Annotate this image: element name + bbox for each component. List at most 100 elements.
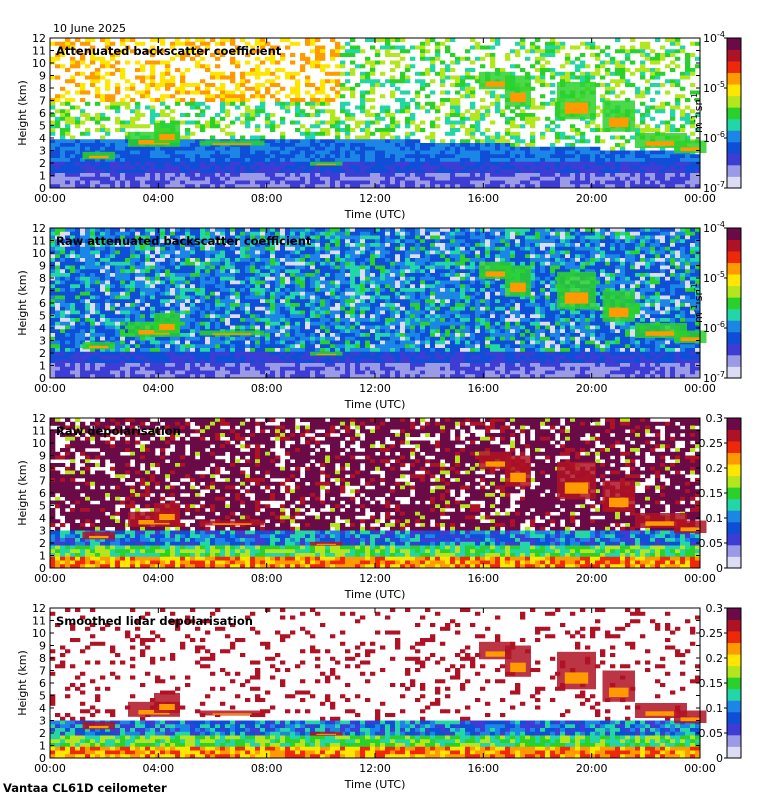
cloud-feature: [505, 645, 531, 677]
y-tick-label: 12: [32, 32, 46, 45]
cloud-core: [564, 102, 589, 114]
colorbar-swatch: [727, 452, 741, 465]
heatmap-field: [50, 228, 701, 379]
panel-title: Attenuated backscatter coefficient: [56, 44, 282, 58]
colorbar-swatch: [727, 533, 741, 546]
y-tick-label: 10: [32, 437, 46, 450]
x-tick-label: 20:00: [576, 762, 608, 775]
cloud-core: [680, 147, 700, 152]
colorbar-swatch: [727, 331, 741, 344]
x-tick-label: 00:00: [684, 572, 716, 585]
heatmap-field: [50, 38, 701, 189]
x-axis-label: Time (UTC): [344, 398, 406, 411]
colorbar-tick-label: 0.2: [706, 652, 724, 665]
y-tick-label: 11: [32, 45, 46, 58]
x-tick-label: 00:00: [34, 572, 66, 585]
x-axis-label: Time (UTC): [344, 588, 406, 601]
colorbar-tick-label: 10-4: [703, 30, 725, 45]
y-tick-label: 7: [39, 285, 46, 298]
cloud-core: [564, 672, 589, 684]
cloud-feature: [602, 290, 635, 322]
y-tick-label: 12: [32, 412, 46, 425]
colorbar-tick-label: 10-4: [703, 220, 725, 235]
colorbar-swatch: [727, 262, 741, 275]
colorbar-swatch: [727, 631, 741, 644]
y-tick-label: 1: [39, 740, 46, 753]
x-tick-label: 08:00: [251, 572, 283, 585]
colorbar-swatch: [727, 487, 741, 500]
colorbar-swatch: [727, 608, 741, 620]
colorbar-swatch: [727, 642, 741, 655]
y-tick-label: 0: [39, 562, 46, 575]
y-tick-label: 5: [39, 690, 46, 703]
colorbar-frame: [726, 37, 742, 189]
colorbar: 0.3 0.25 0.2 0.15 0.1 0.05 0: [699, 412, 742, 575]
cloud-core: [485, 651, 505, 657]
cloud-core: [212, 143, 252, 145]
x-tick-label: 16:00: [467, 572, 499, 585]
colorbar-tick-label: 10-5: [703, 80, 725, 95]
y-tick-label: 10: [32, 247, 46, 260]
cloud-core: [510, 282, 526, 293]
cloud-core: [485, 461, 505, 467]
cloud-core: [510, 92, 526, 103]
colorbar-swatch: [727, 510, 741, 523]
panel-title: Raw attenuated backscatter coefficient: [56, 234, 312, 248]
x-tick-label: 12:00: [359, 382, 391, 395]
y-tick-label: 8: [39, 462, 46, 475]
y-tick-label: 0: [39, 752, 46, 765]
x-tick-label: 16:00: [467, 382, 499, 395]
cloud-core: [680, 717, 700, 722]
cloud-core: [609, 497, 629, 508]
colorbar-swatch: [727, 274, 741, 287]
cloud-feature: [199, 140, 265, 146]
colorbar-tick-label: 10-6: [703, 320, 725, 335]
colorbar-swatch: [727, 366, 741, 379]
colorbar-swatch: [727, 107, 741, 120]
colorbar-swatch: [727, 130, 741, 143]
cloud-core: [89, 345, 109, 349]
colorbar-tick-label: 0: [716, 562, 723, 575]
cloud-core: [510, 662, 526, 673]
y-tick-label: 11: [32, 615, 46, 628]
y-tick-label: 0: [39, 182, 46, 195]
cloud-feature: [82, 531, 115, 540]
colorbar-swatch: [727, 72, 741, 85]
cloud-core: [645, 141, 677, 146]
y-tick-label: 1: [39, 170, 46, 183]
colorbar-tick-label: 0: [716, 752, 723, 765]
y-tick-label: 5: [39, 120, 46, 133]
colorbar-swatch: [727, 251, 741, 264]
y-axis-label: Height (km): [16, 650, 29, 716]
y-tick-label: 6: [39, 297, 46, 310]
x-tick-label: 08:00: [251, 192, 283, 205]
cloud-feature: [602, 480, 635, 512]
y-tick-label: 12: [32, 222, 46, 235]
colorbar-swatch: [727, 84, 741, 97]
colorbar-tick-label: 10-7: [703, 180, 725, 195]
cloud-core: [212, 333, 252, 335]
colorbar-swatch: [727, 118, 741, 131]
colorbar-swatch: [727, 498, 741, 511]
x-tick-label: 20:00: [576, 192, 608, 205]
cloud-feature: [82, 151, 115, 160]
cloud-feature: [199, 710, 265, 716]
x-tick-label: 04:00: [142, 382, 174, 395]
x-tick-label: 04:00: [142, 572, 174, 585]
y-tick-label: 9: [39, 640, 46, 653]
heatmap-field: [50, 608, 701, 759]
colorbar-tick-label: 0.15: [699, 487, 724, 500]
cloud-core: [485, 271, 505, 277]
y-tick-label: 3: [39, 335, 46, 348]
cloud-core: [485, 81, 505, 87]
cloud-core: [645, 711, 677, 716]
cloud-feature: [505, 75, 531, 107]
y-tick-label: 11: [32, 235, 46, 248]
y-tick-label: 10: [32, 57, 46, 70]
colorbar-swatch: [727, 665, 741, 678]
colorbar-swatch: [727, 746, 741, 759]
x-tick-label: 12:00: [359, 762, 391, 775]
y-tick-label: 6: [39, 677, 46, 690]
heatmap-field: [50, 418, 701, 569]
colorbar-swatch: [727, 141, 741, 154]
